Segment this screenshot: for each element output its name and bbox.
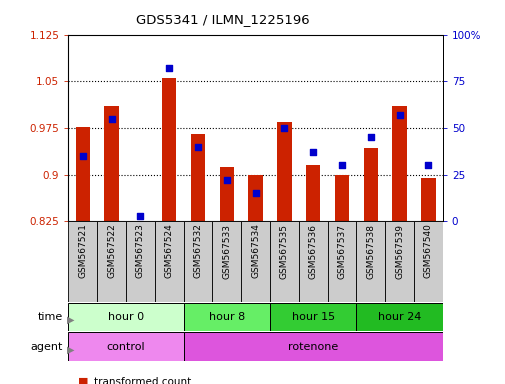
- Bar: [219, 167, 233, 221]
- Bar: [356, 221, 384, 302]
- Text: GSM567532: GSM567532: [193, 223, 202, 278]
- Text: GSM567524: GSM567524: [164, 223, 173, 278]
- Bar: [183, 303, 269, 331]
- Bar: [126, 221, 155, 302]
- Text: GSM567523: GSM567523: [135, 223, 144, 278]
- Text: GDS5341 / ILMN_1225196: GDS5341 / ILMN_1225196: [135, 13, 309, 26]
- Bar: [75, 127, 90, 221]
- Point: [337, 162, 345, 168]
- Text: GSM567538: GSM567538: [366, 223, 375, 279]
- Text: hour 15: hour 15: [291, 312, 334, 322]
- Bar: [241, 221, 269, 302]
- Bar: [183, 221, 212, 302]
- Text: GSM567521: GSM567521: [78, 223, 87, 278]
- Text: agent: agent: [31, 341, 63, 352]
- Point: [424, 162, 432, 168]
- Text: ▶: ▶: [67, 344, 75, 355]
- Point: [309, 149, 317, 155]
- Bar: [327, 221, 356, 302]
- Point: [165, 65, 173, 71]
- Text: GSM567534: GSM567534: [250, 223, 260, 278]
- Text: rotenone: rotenone: [287, 341, 338, 352]
- Bar: [413, 221, 442, 302]
- Bar: [306, 165, 320, 221]
- Text: control: control: [107, 341, 145, 352]
- Text: transformed count: transformed count: [93, 377, 190, 384]
- Text: GSM567536: GSM567536: [308, 223, 317, 279]
- Text: GSM567533: GSM567533: [222, 223, 231, 279]
- Point: [136, 212, 144, 218]
- Bar: [68, 332, 183, 361]
- Text: GSM567539: GSM567539: [394, 223, 403, 279]
- Point: [251, 190, 259, 196]
- Bar: [363, 148, 377, 221]
- Text: hour 0: hour 0: [108, 312, 144, 322]
- Bar: [391, 106, 406, 221]
- Bar: [356, 303, 442, 331]
- Text: time: time: [38, 312, 63, 322]
- Bar: [190, 134, 205, 221]
- Bar: [104, 106, 119, 221]
- Point: [395, 112, 403, 118]
- Bar: [384, 221, 413, 302]
- Text: GSM567537: GSM567537: [337, 223, 346, 279]
- Bar: [298, 221, 327, 302]
- Point: [280, 125, 288, 131]
- Bar: [97, 221, 126, 302]
- Text: ▶: ▶: [67, 315, 75, 325]
- Bar: [162, 78, 176, 221]
- Bar: [269, 303, 356, 331]
- Text: hour 24: hour 24: [377, 312, 420, 322]
- Bar: [183, 332, 442, 361]
- Point: [107, 116, 115, 122]
- Bar: [212, 221, 241, 302]
- Point: [193, 144, 201, 150]
- Bar: [68, 303, 183, 331]
- Bar: [420, 178, 435, 221]
- Bar: [334, 174, 348, 221]
- Text: ■: ■: [78, 377, 89, 384]
- Point: [78, 153, 86, 159]
- Text: GSM567535: GSM567535: [279, 223, 288, 279]
- Bar: [155, 221, 183, 302]
- Bar: [68, 221, 97, 302]
- Text: GSM567540: GSM567540: [423, 223, 432, 278]
- Text: hour 8: hour 8: [208, 312, 244, 322]
- Point: [366, 134, 374, 140]
- Point: [222, 177, 230, 183]
- Bar: [277, 122, 291, 221]
- Text: GSM567522: GSM567522: [107, 223, 116, 278]
- Bar: [269, 221, 298, 302]
- Bar: [248, 174, 262, 221]
